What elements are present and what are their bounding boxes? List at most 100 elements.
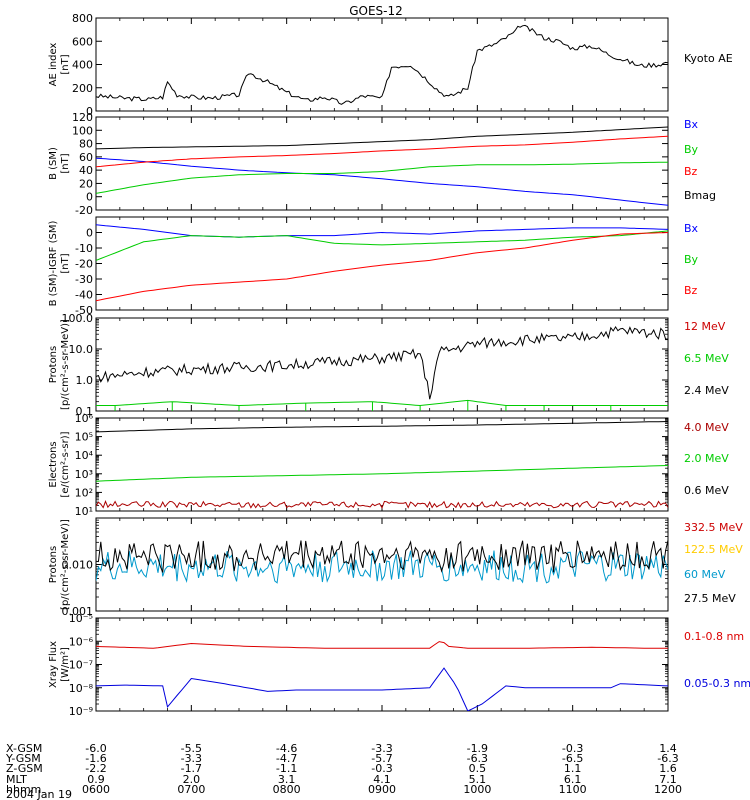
axis-row-value: -4.6	[276, 742, 297, 755]
y-tick-label: 0	[86, 191, 93, 204]
axis-row-value: -5.7	[371, 752, 392, 765]
axis-row-label: X-GSM	[6, 742, 42, 755]
legend-entry-kyoto-ae: Kyoto AE	[684, 52, 733, 65]
series-line-by	[96, 230, 668, 261]
legend-entry-0-6-mev: 0.6 MeV	[684, 484, 729, 497]
y-tick-label: 60	[79, 151, 93, 164]
axis-row-value: 0800	[273, 783, 301, 796]
panel-electrons: 10¹ 10² 10³ 10⁴ 10⁵ 10⁶ Electrons[e/(cm²-s-sr)…	[48, 412, 729, 518]
y-tick-label: 40	[79, 164, 93, 177]
axis-row-value: -2.2	[85, 762, 106, 775]
y-tick-label: 0.010	[62, 559, 94, 572]
axis-row-value: -6.3	[657, 752, 678, 765]
y-tick-label: -20	[75, 258, 93, 271]
y-axis-label-line: AE index	[48, 43, 59, 87]
series-line-2-0-mev	[96, 465, 668, 482]
series-group	[96, 539, 668, 584]
y-axis-label-line: [e/(cm²-s-sr)]	[60, 431, 71, 497]
y-axis-label: AE index[nT]	[48, 43, 71, 87]
y-tick-label: 10⁻⁹	[69, 705, 93, 718]
date-label: 2004 Jan 19	[6, 788, 72, 800]
panel-frame	[95, 17, 669, 112]
y-axis-label-line: B (SM)-IGRF (SM)	[48, 221, 59, 307]
series-group	[96, 224, 668, 302]
axis-row-value: 1100	[559, 783, 587, 796]
axis-row-value: 7.1	[659, 773, 677, 786]
axis-row-value: 6.1	[564, 773, 582, 786]
y-axis-label-line: Xray Flux	[48, 641, 59, 688]
y-axis-label: Protons[p/(cm²-s-sr-MeV)]	[48, 519, 71, 610]
panel-bdiff: -50 -40 -30 -20 -10 0 B (SM)-IGRF (SM)[nT] Bx By…	[48, 216, 699, 317]
y-tick-label: 10⁻⁶	[69, 635, 94, 648]
series-line-0-1-0-8-nm	[96, 641, 668, 649]
chart-title: GOES-12	[349, 4, 403, 18]
legend-entry-by: By	[684, 253, 699, 266]
y-axis-label-line: [p/(cm²-s-sr-MeV)]	[60, 319, 71, 410]
panel-ae: 0 200 400 600 800 AE index[nT] Kyoto AE	[48, 12, 733, 118]
y-axis-label-line: [p/(cm²-s-sr-MeV)]	[60, 519, 71, 610]
y-tick-label: 200	[72, 82, 93, 95]
panel-protons_low: 0.11.010.0100.0Protons[p/(cm²-s-sr-MeV)]…	[48, 312, 729, 418]
y-axis-label-line: Protons	[48, 546, 59, 583]
axis-row-value: 0.9	[87, 773, 105, 786]
y-tick-label: 100	[72, 124, 93, 137]
axis-row-label: hhmm	[6, 783, 41, 796]
y-axis-label-line: [W/m²]	[60, 647, 71, 682]
legend-entry-0-1-0-8-nm: 0.1-0.8 nm	[684, 630, 744, 643]
y-tick-label: 80	[79, 138, 93, 151]
y-tick-label: 0	[86, 105, 93, 118]
y-tick-label: 10⁵	[75, 431, 93, 444]
legend-entry-60-mev: 60 MeV	[684, 568, 726, 581]
y-axis-label: Protons[p/(cm²-s-sr-MeV)]	[48, 319, 71, 410]
y-tick-label: -20	[75, 204, 93, 217]
legend-entry-bmag: Bmag	[684, 189, 716, 202]
y-tick-label: 120	[72, 111, 93, 124]
series-group	[96, 641, 668, 711]
legend-entry-bx: Bx	[684, 222, 699, 235]
y-tick-label: 400	[72, 59, 93, 72]
panel-xray: 10⁻⁹ 10⁻⁸ 10⁻⁷ 10⁻⁶ 10⁻⁵ Xray Flux[W/m²] 0.1-0…	[48, 612, 750, 718]
series-line-bz	[96, 135, 668, 168]
series-line-0-6-mev	[96, 421, 668, 433]
y-tick-label: 10⁻⁷	[69, 659, 93, 672]
y-axis-label-line: [nT]	[60, 153, 71, 173]
legend-entry-0-05-0-3-nm: 0.05-0.3 nm	[684, 677, 750, 690]
series-group	[96, 24, 668, 105]
y-axis-label: B (SM)[nT]	[48, 147, 71, 180]
series-group	[96, 325, 668, 411]
y-tick-label: 10⁻⁸	[69, 682, 94, 695]
series-line-bx	[96, 224, 668, 238]
axis-row-value: -3.3	[181, 752, 202, 765]
y-tick-label: 10³	[75, 468, 93, 481]
series-group	[96, 126, 668, 206]
axis-row-label: MLT	[6, 773, 27, 786]
axis-row-value: -4.7	[276, 752, 297, 765]
series-line-0-05-0-3-nm	[96, 667, 668, 711]
axis-row-value: 2.0	[183, 773, 201, 786]
series-line-bx	[96, 157, 668, 206]
series-line-kyoto-ae	[96, 24, 668, 105]
axis-row-value: 0.5	[469, 762, 487, 775]
y-axis-label: B (SM)-IGRF (SM)[nT]	[48, 221, 71, 307]
axis-row-value: 1200	[654, 783, 682, 796]
legend-entry-332-5-mev: 332.5 MeV	[684, 521, 743, 534]
axis-row-value: 0900	[368, 783, 396, 796]
axis-row-value: 1.6	[659, 762, 677, 775]
series-line-by	[96, 161, 668, 194]
legend-entry-bz: Bz	[684, 165, 698, 178]
legend-entry-27-5-mev: 27.5 MeV	[684, 592, 736, 605]
y-tick-label: 0	[86, 227, 93, 240]
legend-entry-2-0-mev: 2.0 MeV	[684, 452, 729, 465]
axis-row-value: 4.1	[373, 773, 391, 786]
y-tick-label: 20	[79, 177, 93, 190]
y-tick-label: 10¹	[75, 505, 93, 518]
axis-row-label: Y-GSM	[5, 752, 41, 765]
axis-row-value: -0.3	[371, 762, 392, 775]
y-tick-label: 1.0	[76, 374, 94, 387]
panel-frame	[95, 617, 669, 712]
axis-row-value: 3.1	[278, 773, 296, 786]
